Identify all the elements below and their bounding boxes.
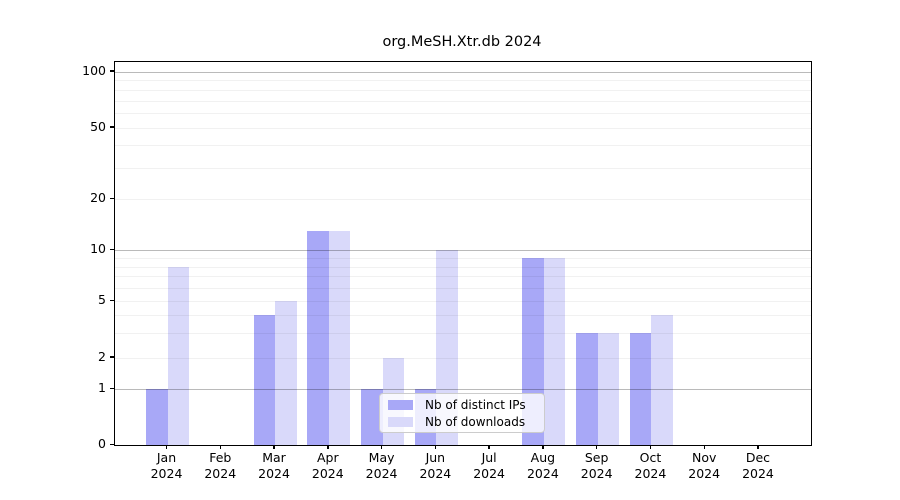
- gridline: [115, 127, 811, 129]
- y-tick-mark: [110, 126, 114, 128]
- x-tick-mark: [273, 445, 275, 449]
- gridline: [115, 80, 811, 82]
- x-tick-label: Dec 2024: [742, 450, 774, 481]
- gridline: [115, 258, 811, 259]
- y-tick-label: 2: [98, 348, 106, 364]
- legend-item-downloads: Nb of downloads: [386, 413, 538, 430]
- x-tick-label: Aug 2024: [526, 450, 559, 481]
- y-tick-mark: [110, 70, 114, 72]
- legend-label: Nb of distinct IPs: [425, 397, 526, 412]
- gridline: [115, 145, 811, 147]
- bar-distinct-ips: [307, 231, 329, 445]
- x-tick-mark: [757, 445, 759, 449]
- bar-distinct-ips: [629, 332, 652, 445]
- x-tick-mark: [165, 445, 168, 449]
- y-tick-mark: [110, 248, 114, 251]
- x-tick-label: May 2024: [365, 450, 398, 481]
- bar-downloads: [167, 266, 189, 445]
- x-tick-label: Oct 2024: [634, 450, 667, 481]
- x-tick-label: Jul 2024: [473, 450, 506, 481]
- bar-distinct-ips: [576, 332, 598, 445]
- x-tick-label: Sep 2024: [580, 450, 613, 481]
- legend-label: Nb of downloads: [425, 414, 526, 429]
- x-tick-mark: [649, 445, 652, 449]
- gridline: [115, 250, 811, 252]
- bar-distinct-ips: [361, 389, 383, 445]
- x-tick-label: Nov 2024: [688, 450, 721, 481]
- gridline: [115, 112, 811, 114]
- gridline: [115, 357, 811, 359]
- bar-distinct-ips: [253, 314, 276, 445]
- x-tick-label: Jun 2024: [419, 450, 452, 481]
- gridline: [115, 276, 811, 278]
- x-tick-mark: [595, 445, 598, 449]
- y-tick-mark: [110, 356, 114, 358]
- bar-downloads: [275, 301, 297, 445]
- y-tick-mark: [110, 197, 114, 200]
- x-tick-mark: [542, 445, 544, 449]
- legend-swatch-downloads: [388, 416, 413, 427]
- y-tick-label: 1: [98, 380, 106, 396]
- x-tick-label: Mar 2024: [258, 450, 290, 481]
- gridline: [115, 71, 811, 73]
- bar-distinct-ips: [146, 389, 168, 445]
- gridline: [115, 287, 811, 289]
- bar-downloads: [597, 332, 620, 445]
- gridline: [115, 389, 811, 391]
- x-tick-mark: [434, 445, 437, 449]
- gridline: [115, 167, 811, 169]
- gridline: [115, 266, 811, 268]
- gridline: [115, 332, 811, 334]
- gridline: [115, 100, 811, 102]
- gridline: [115, 199, 811, 201]
- bar-downloads: [651, 314, 673, 445]
- gridline: [115, 89, 811, 91]
- x-tick-mark: [703, 445, 705, 449]
- plot-area: [114, 61, 812, 446]
- y-tick-label: 0: [98, 436, 106, 451]
- gridline: [115, 301, 811, 302]
- x-tick-mark: [327, 445, 329, 449]
- x-tick-mark: [380, 445, 383, 449]
- legend-item-distinct-ips: Nb of distinct IPs: [386, 396, 538, 413]
- y-tick-mark: [110, 387, 114, 390]
- y-tick-label: 5: [98, 292, 106, 307]
- x-tick-mark: [219, 445, 221, 449]
- x-tick-label: Feb 2024: [204, 450, 237, 481]
- y-tick-label: 10: [90, 241, 106, 257]
- x-tick-label: Jan 2024: [150, 450, 183, 481]
- bar-downloads: [328, 231, 351, 445]
- gridline: [115, 314, 811, 316]
- y-tick-mark: [110, 299, 114, 301]
- bar-downloads: [543, 258, 566, 445]
- y-tick-mark: [110, 443, 114, 445]
- y-tick-label: 20: [90, 190, 106, 206]
- legend-swatch-distinct-ips: [388, 399, 413, 410]
- x-tick-label: Apr 2024: [311, 450, 344, 481]
- y-tick-label: 50: [90, 118, 106, 134]
- chart-title: org.MeSH.Xtr.db 2024: [382, 34, 542, 50]
- legend: Nb of distinct IPs Nb of downloads: [379, 393, 545, 433]
- x-tick-mark: [488, 445, 490, 449]
- y-tick-label: 100: [82, 62, 106, 78]
